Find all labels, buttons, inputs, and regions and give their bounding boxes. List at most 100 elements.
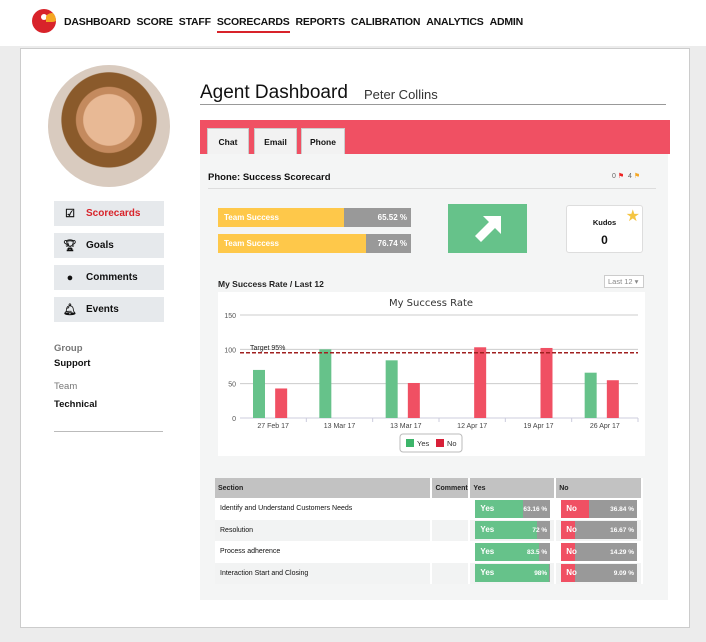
trend-indicator	[448, 204, 527, 253]
section-name: Identify and Understand Customers Needs	[215, 498, 433, 520]
nav-calibration[interactable]: CALIBRATION	[350, 16, 421, 28]
red-flag-count: 0	[612, 173, 616, 180]
yes-cell: Yes 83.5 %	[469, 541, 557, 563]
sidebar-item-scorecards[interactable]: ☑ Scorecards	[54, 201, 164, 226]
chart-title: My Success Rate	[389, 298, 473, 309]
table-row: Interaction Start and Closing Yes 98% No 9…	[215, 562, 643, 584]
yes-value: 63.16 %	[523, 505, 548, 513]
red-flag-icon: ⚑	[617, 173, 625, 180]
yes-cell: Yes 98%	[469, 562, 557, 584]
yes-value: 72 %	[532, 527, 548, 535]
bar-value: 65.52 %	[377, 213, 407, 222]
legend-box	[399, 433, 463, 453]
section-name: Interaction Start and Closing	[215, 562, 433, 584]
no-value: 16.67 %	[610, 527, 634, 535]
bar-yes	[319, 349, 332, 418]
no-bar: No 9.09 %	[561, 564, 637, 583]
bar-yes	[253, 369, 265, 418]
scorecard-title: Phone: Success Scorecard	[208, 172, 331, 183]
x-tick-label: 27 Feb 17	[257, 423, 289, 430]
col-no: No	[555, 478, 643, 498]
no-label: No	[566, 503, 577, 513]
yes-label: Yes	[480, 546, 495, 556]
success-rate-chart: My Success Rate 0 50 100 150 27 Feb 17 13 Mar …	[218, 292, 645, 456]
bar-yes	[385, 360, 398, 418]
sidebar-item-label: Goals	[86, 240, 114, 251]
tab-phone[interactable]: Phone	[301, 128, 345, 154]
sidebar-divider	[54, 431, 163, 432]
bell-icon: 🔔︎	[63, 304, 77, 316]
up-right-arrow-icon	[474, 215, 501, 242]
title-divider	[200, 104, 666, 105]
parrot-logo-icon[interactable]	[32, 9, 56, 33]
yes-label: Yes	[480, 568, 495, 578]
x-tick-label: 13 Mar 17	[390, 423, 422, 430]
sidebar-item-label: Comments	[86, 272, 138, 283]
table-row: Process adherence Yes 83.5 % No 14.29 %	[215, 541, 643, 563]
section-table: Section Comment Yes No Identify and Unde…	[215, 478, 643, 584]
y-tick-label: 150	[224, 313, 236, 320]
group-value: Support	[54, 358, 91, 369]
period-select[interactable]: Last 12 ▾	[604, 275, 644, 288]
yes-bar: Yes 72 %	[475, 521, 551, 540]
sidebar-item-events[interactable]: 🔔︎ Events	[54, 297, 164, 322]
no-cell: No 16.67 %	[555, 519, 643, 541]
nav-reports[interactable]: REPORTS	[295, 16, 346, 28]
comment-cell	[431, 541, 471, 563]
bar-no	[606, 380, 619, 418]
flag-counts: 0 ⚑ 4 ⚑	[612, 172, 640, 180]
tab-chat[interactable]: Chat	[207, 128, 249, 154]
group-label: Group	[54, 343, 83, 354]
bar-no	[407, 382, 420, 418]
comment-cell	[431, 562, 471, 584]
no-cell: No 9.09 %	[555, 562, 643, 584]
agent-avatar	[48, 65, 170, 187]
y-tick-label: 100	[224, 347, 236, 354]
legend-label: No	[447, 439, 457, 448]
section-name: Resolution	[215, 519, 433, 541]
nav-analytics[interactable]: ANALYTICS	[426, 16, 484, 28]
main-menu: DASHBOARD SCORE STAFF SCORECARDS REPORTS CALI…	[64, 16, 523, 33]
legend-swatch-yes	[406, 439, 414, 447]
comment-cell	[431, 519, 471, 541]
y-tick-label: 50	[228, 382, 236, 389]
team-success-bar: Team Success 65.52 %	[218, 208, 411, 227]
nav-staff[interactable]: STAFF	[178, 16, 211, 28]
table-row: Resolution Yes 72 % No 16.67 %	[215, 519, 643, 541]
team-success-bar: Team Success 76.74 %	[218, 234, 411, 253]
star-medal-icon: ★	[625, 208, 640, 225]
kudos-card: ★ Kudos 0	[566, 205, 643, 253]
yes-value: 83.5 %	[526, 548, 548, 556]
no-bar: No 36.84 %	[561, 499, 637, 518]
col-section: Section	[215, 478, 433, 498]
no-label: No	[566, 546, 577, 556]
speech-bubble-icon: ●	[66, 271, 74, 284]
x-tick-label: 13 Mar 17	[324, 423, 356, 430]
nav-dashboard[interactable]: DASHBOARD	[64, 16, 131, 28]
bar-no	[275, 388, 288, 418]
top-nav: DASHBOARD SCORE STAFF SCORECARDS REPORTS CALI…	[0, 0, 706, 46]
nav-scorecards[interactable]: SCORECARDS	[216, 16, 290, 33]
team-label: Team	[54, 381, 78, 392]
yes-cell: Yes 63.16 %	[469, 498, 557, 520]
kudos-count: 0	[601, 233, 608, 247]
orange-flag-icon: ⚑	[633, 173, 641, 180]
nav-admin[interactable]: ADMIN	[489, 16, 524, 28]
page-title: Agent Dashboard	[200, 82, 348, 103]
tab-email[interactable]: Email	[254, 128, 297, 154]
sidebar-item-comments[interactable]: ● Comments	[54, 265, 164, 290]
yes-bar: Yes 63.16 %	[475, 499, 551, 518]
legend-label: Yes	[417, 439, 429, 448]
no-bar: No 14.29 %	[561, 542, 637, 561]
nav-score[interactable]: SCORE	[136, 16, 173, 28]
sidebar-item-label: Scorecards	[86, 208, 141, 219]
table-row: Identify and Understand Customers Needs …	[215, 498, 643, 520]
yes-bar: Yes 98%	[475, 564, 551, 583]
checkbox-icon: ☑	[65, 208, 75, 220]
y-tick-label: 0	[232, 416, 236, 423]
yes-value: 98%	[534, 570, 548, 578]
no-bar: No 16.67 %	[561, 521, 637, 540]
sidebar-item-goals[interactable]: 🏆︎ Goals	[54, 233, 164, 258]
trophy-icon: 🏆︎	[63, 240, 77, 252]
bar-no	[540, 347, 553, 418]
